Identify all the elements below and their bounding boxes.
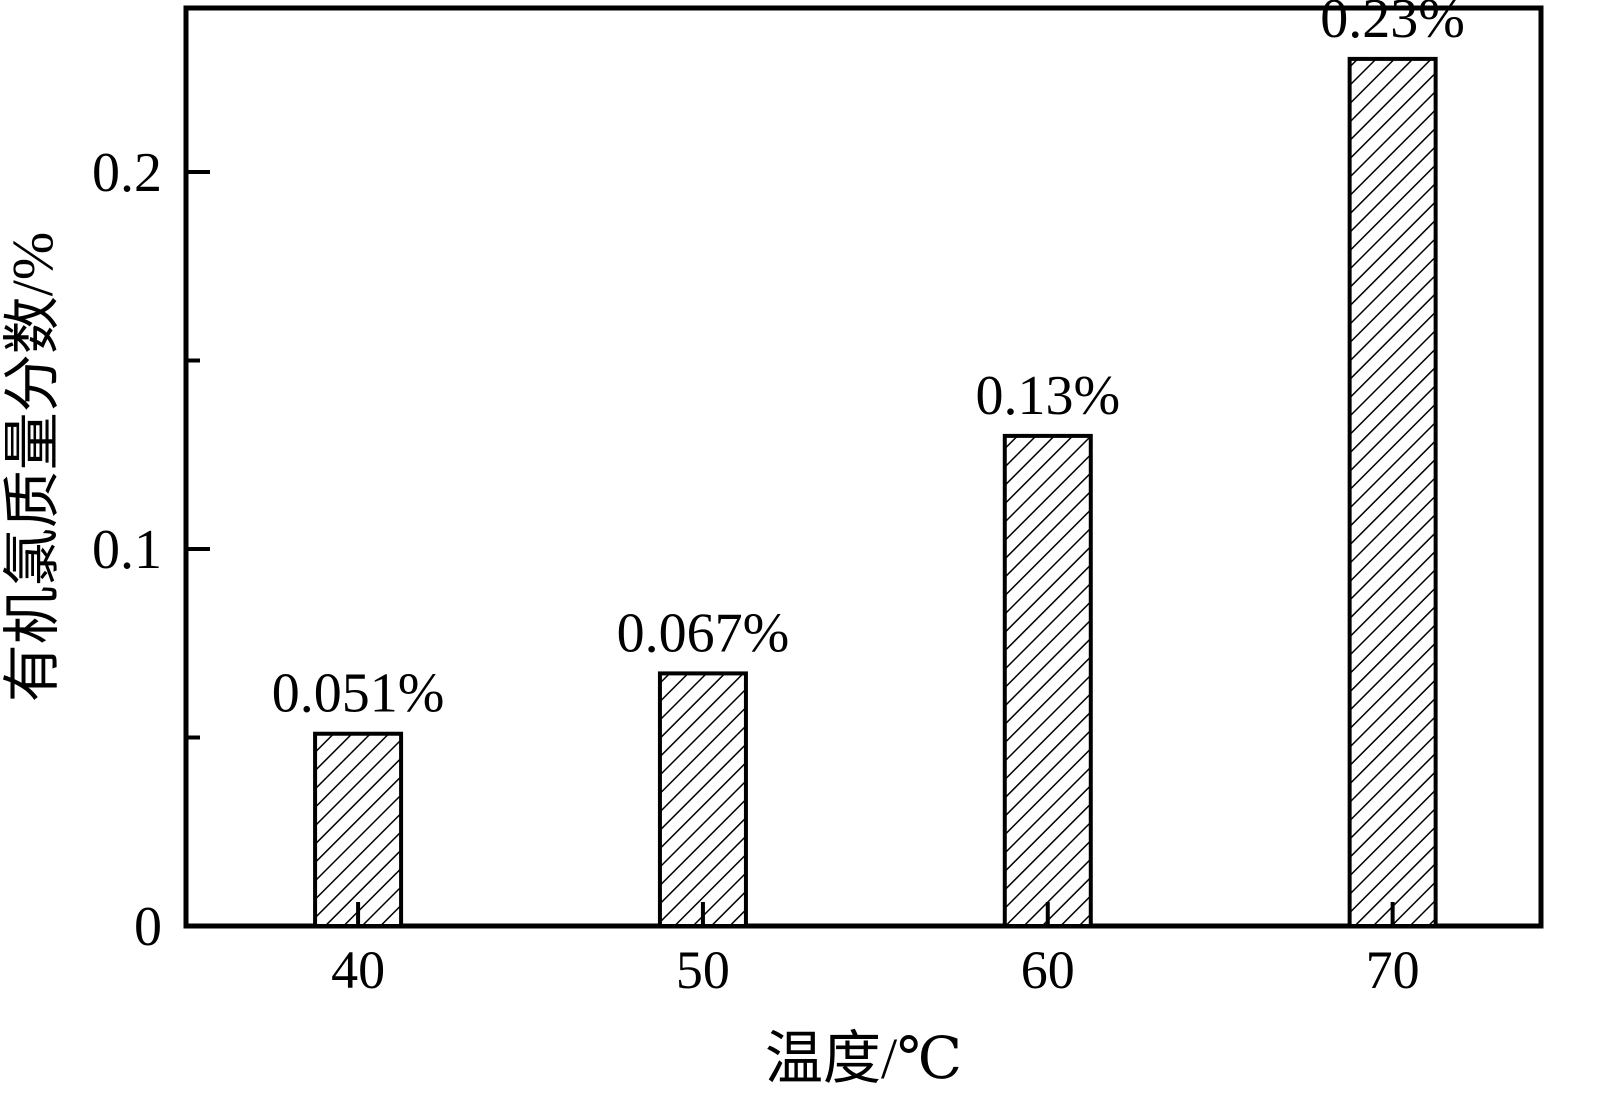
x-tick-label: 40 bbox=[331, 940, 385, 1000]
x-tick-label: 60 bbox=[1021, 940, 1075, 1000]
x-axis-title: 温度/℃ bbox=[765, 1026, 962, 1091]
bar-40 bbox=[313, 731, 404, 928]
x-tick-label: 70 bbox=[1366, 940, 1420, 1000]
bar-value-label: 0.13% bbox=[975, 365, 1120, 427]
x-tick-label: 50 bbox=[676, 940, 730, 1000]
bar-value-label: 0.067% bbox=[617, 602, 790, 664]
bar-value-label: 0.23% bbox=[1320, 0, 1465, 50]
bar-50 bbox=[657, 671, 748, 928]
plot-border bbox=[183, 5, 1544, 929]
y-tick-label: 0.1 bbox=[92, 519, 162, 581]
bar-60 bbox=[1002, 433, 1093, 928]
y-axis-title: 有机氯质量分数/% bbox=[0, 232, 65, 702]
bar-70 bbox=[1347, 56, 1438, 929]
bar-value-label: 0.051% bbox=[272, 663, 445, 725]
y-tick-label: 0 bbox=[134, 896, 162, 958]
y-tick-label: 0.2 bbox=[92, 142, 162, 204]
